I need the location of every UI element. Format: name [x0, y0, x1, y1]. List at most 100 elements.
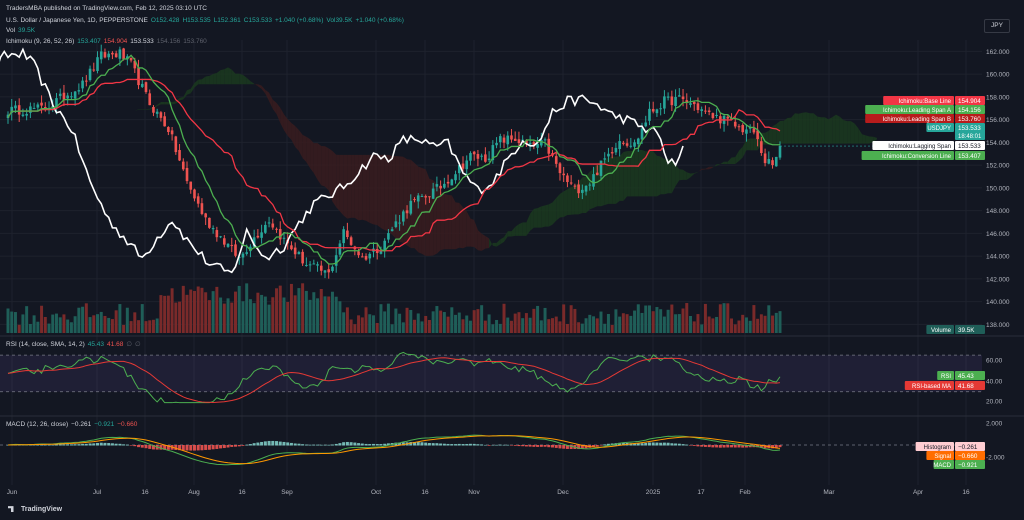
macd-hist-bar — [528, 445, 532, 447]
cloud-segment — [347, 154, 352, 219]
volume-bar — [371, 315, 375, 333]
legend-value: ∅ — [126, 341, 132, 348]
tag-label: Ichimoku:Leading Span B — [883, 117, 951, 123]
volume-bar — [472, 310, 476, 333]
macd-hist-bar — [424, 442, 428, 446]
volume-bar — [256, 292, 260, 333]
cloud-segment — [295, 126, 299, 152]
macd-hist-bar — [580, 445, 584, 449]
candle-body — [129, 57, 133, 61]
cloud-segment — [220, 69, 225, 85]
candle-body — [405, 210, 409, 214]
volume-bar — [413, 319, 417, 333]
volume-bar — [10, 311, 14, 333]
currency-button[interactable]: JPY — [984, 19, 1010, 33]
cloud-segment — [477, 230, 482, 251]
candle-body — [152, 106, 155, 113]
cloud-segment — [541, 205, 546, 228]
macd-hist-bar — [237, 445, 241, 447]
candle-body — [763, 153, 767, 164]
cloud-segment — [313, 143, 318, 180]
cloud-segment — [869, 136, 874, 144]
volume-bar — [398, 313, 402, 333]
macd-hist-bar — [271, 440, 275, 446]
legend-value: ∅ — [135, 341, 141, 348]
volume-bar — [707, 316, 711, 333]
macd-hist-bar — [517, 445, 521, 447]
candle-body — [111, 52, 114, 55]
macd-hist-bar — [644, 442, 648, 446]
macd-hist-bar — [353, 442, 357, 446]
macd-hist-bar — [476, 444, 480, 446]
time-tick-label: Sep — [281, 489, 293, 496]
macd-hist-bar — [401, 442, 405, 446]
tag-value: 153.533 — [958, 125, 981, 132]
candle-body — [312, 263, 316, 265]
macd-hist-bar — [420, 442, 424, 446]
time-tick-label: 16 — [421, 489, 429, 496]
macd-hist-bar — [81, 443, 85, 446]
macd-line — [7, 434, 781, 466]
macd-hist-bar — [651, 442, 655, 446]
candle-body — [495, 142, 498, 146]
volume-bar — [711, 318, 715, 333]
macd-hist-bar — [689, 445, 692, 446]
volume-bar — [282, 297, 286, 333]
tradingview-brand[interactable]: TradingView — [8, 506, 62, 513]
volume-bar — [345, 307, 349, 333]
candle-body — [581, 189, 584, 193]
cloud-segment — [492, 242, 497, 247]
candle-body — [517, 139, 521, 144]
macd-hist-bar — [524, 445, 528, 447]
volume-bar — [308, 299, 312, 333]
volume-bar — [767, 305, 771, 333]
volume-bar — [442, 312, 446, 333]
candle-body — [170, 130, 174, 135]
volume-bar — [524, 313, 528, 333]
legend-value: +1.040 (+0.68%) — [355, 17, 404, 24]
candle-body — [114, 53, 118, 58]
cloud-segment — [746, 138, 751, 151]
candle-body — [685, 100, 689, 103]
cloud-segment — [257, 84, 262, 89]
candle-body — [484, 154, 487, 162]
rsi-legend[interactable]: RSI (14, close, SMA, 14, 2) 45.43 41.68 ∅ ∅ — [6, 340, 144, 348]
cloud-segment — [738, 146, 743, 161]
macd-hist-bar — [532, 445, 536, 447]
macd-hist-bar — [96, 442, 99, 446]
cloud-segment — [414, 162, 419, 253]
cloud-segment — [172, 101, 176, 105]
macd-legend[interactable]: MACD (12, 26, close) −0.261 −0.921 −0.660 — [6, 421, 140, 428]
cloud-segment — [567, 187, 572, 215]
tag-label: Ichimoku:Leading Span A — [883, 108, 951, 114]
volume-bar — [185, 294, 189, 333]
volume-bar — [275, 288, 279, 333]
candle-body — [584, 185, 588, 192]
time-tick-label: 2025 — [646, 489, 661, 496]
cloud-segment — [727, 157, 732, 165]
volume-bar — [383, 311, 387, 333]
cloud-segment — [160, 102, 165, 105]
volume-bar — [659, 309, 663, 333]
ichimoku-legend[interactable]: Ichimoku (9, 26, 52, 26) 153.407 154.904 15… — [6, 38, 210, 45]
time-tick-label: 17 — [697, 489, 705, 496]
tag-value-bg — [955, 114, 985, 123]
candle-body — [573, 185, 577, 187]
candle-body — [450, 179, 454, 186]
price-tick-label: 154.000 — [986, 140, 1010, 147]
candle-body — [200, 203, 204, 214]
macd-hist-bar — [345, 441, 349, 446]
candle-body — [215, 230, 219, 238]
macd-hist-bar — [54, 444, 58, 446]
volume-bar — [562, 304, 566, 333]
cloud-segment — [835, 114, 840, 144]
volume-bar — [722, 303, 726, 333]
cloud-segment — [485, 235, 490, 249]
candle-body — [66, 95, 69, 99]
volume-bar — [677, 314, 681, 333]
cloud-segment — [213, 72, 217, 85]
cloud-segment — [533, 208, 538, 228]
volume-bar — [696, 314, 700, 333]
time-tick-label: Oct — [371, 489, 381, 496]
